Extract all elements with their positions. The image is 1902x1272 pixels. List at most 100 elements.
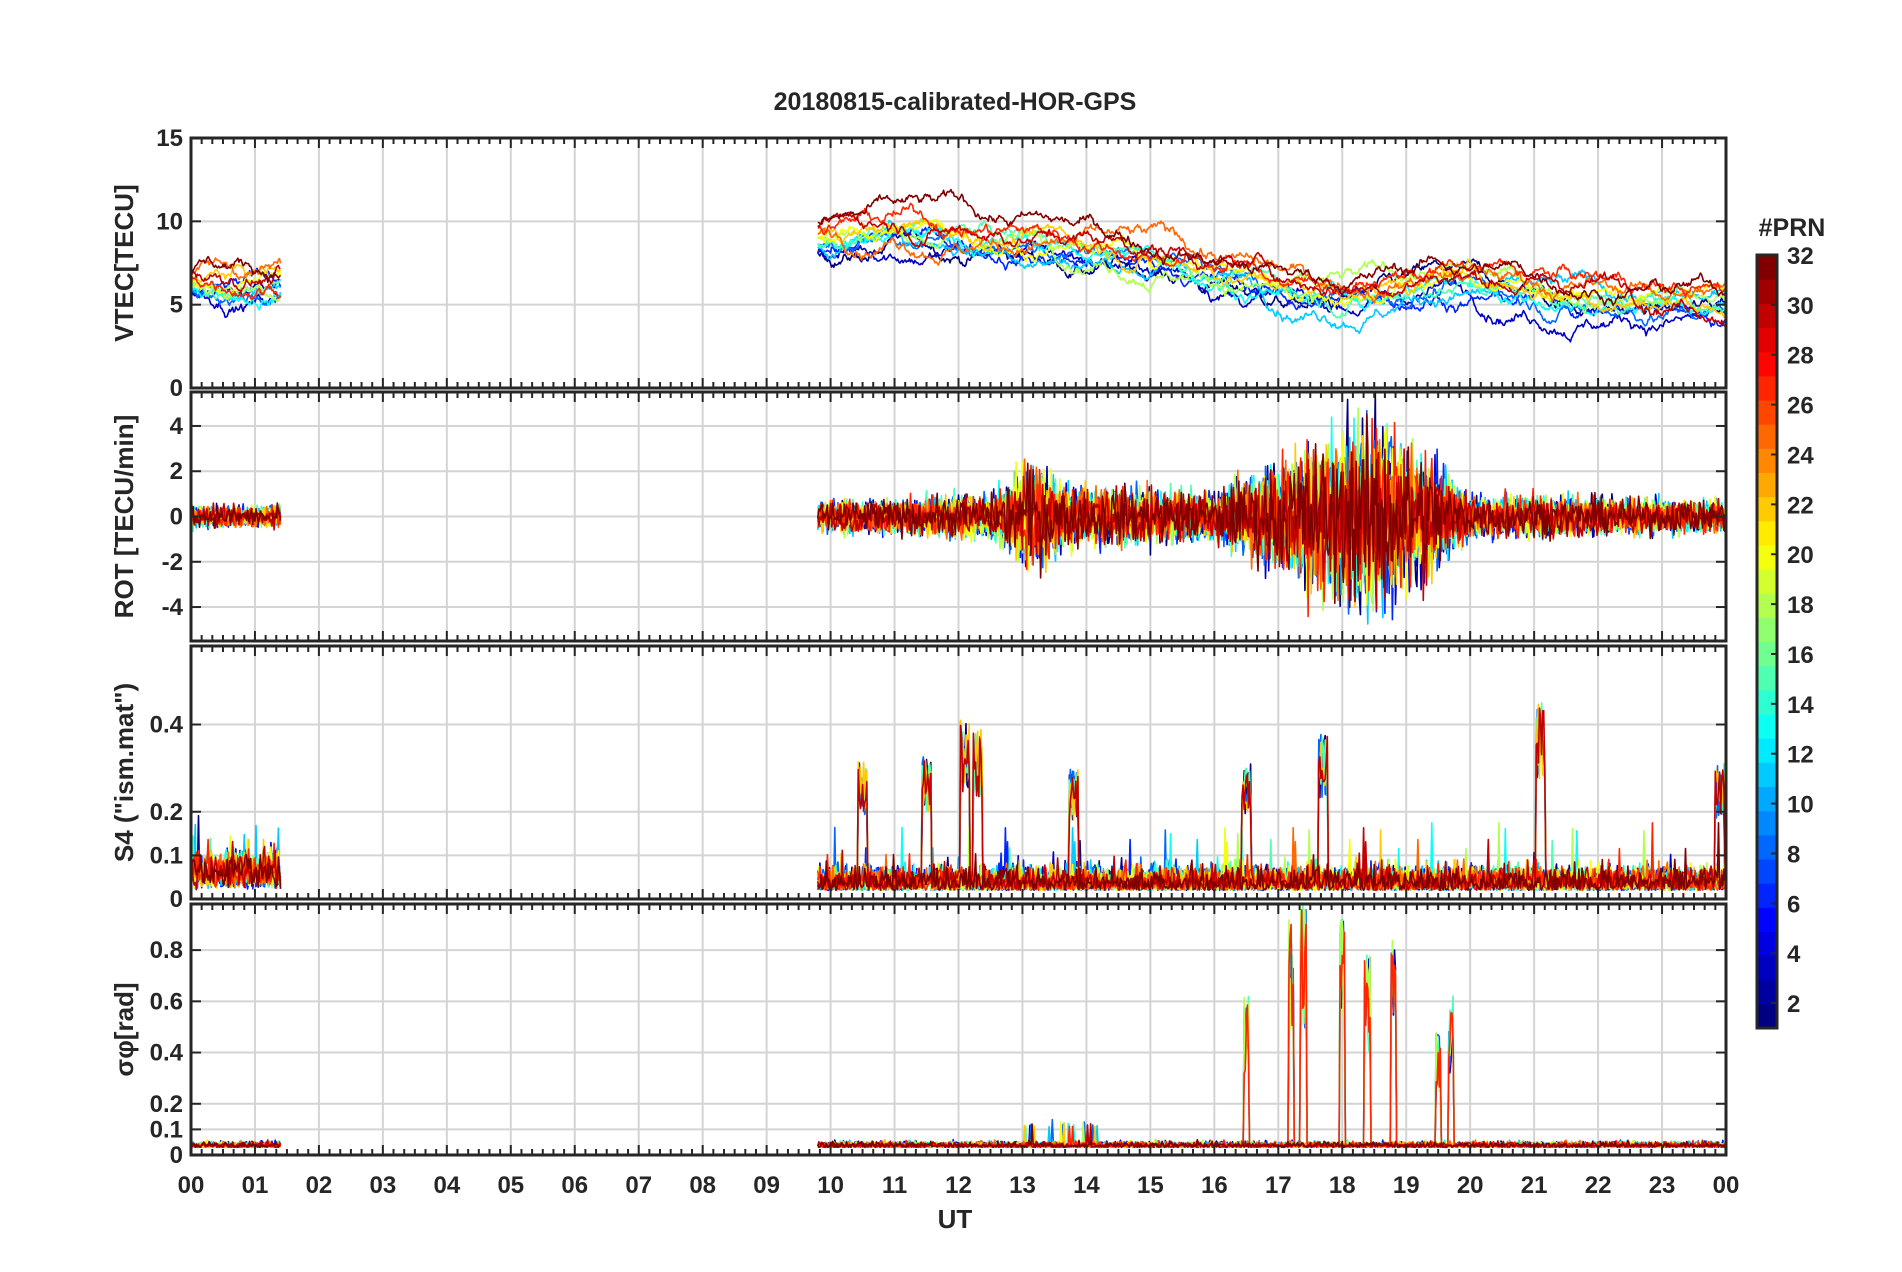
colorbar-band (1757, 907, 1777, 932)
x-tick-label: 01 (242, 1172, 269, 1199)
colorbar-band (1757, 979, 1777, 1005)
colorbar-tick-label: 10 (1787, 792, 1814, 819)
colorbar-band (1757, 713, 1777, 739)
colorbar-tick-label: 12 (1787, 742, 1814, 769)
x-tick-label: 11 (882, 1172, 907, 1199)
ticks-rot (190, 392, 1727, 641)
x-tick-label: 18 (1329, 1172, 1356, 1199)
y-tick-label: 0 (170, 504, 183, 531)
x-tick-label: 03 (370, 1172, 397, 1199)
colorbar-band (1757, 834, 1777, 860)
colorbar-band (1757, 448, 1777, 474)
series-vtec (191, 188, 1726, 343)
series-line-prn-22 (191, 219, 1726, 318)
colorbar-band (1757, 303, 1777, 329)
colorbar-band (1757, 738, 1777, 763)
colorbar-band (1757, 641, 1777, 667)
colorbar-band (1757, 569, 1777, 594)
colorbar-band (1757, 762, 1777, 788)
colorbar-tick-label: 2 (1787, 991, 1800, 1018)
y-tick-label: 0.1 (150, 842, 183, 869)
panel-sigma-phi: 00.10.2 0.4 0.6 0.8 σφ[rad] (109, 902, 1728, 1169)
series-s4 (191, 702, 1726, 892)
y-tick-label: 0 (170, 1142, 183, 1169)
series-line-prn-32 (191, 413, 1726, 608)
colorbar-tick-label: 4 (1787, 941, 1801, 968)
colorbar-band (1757, 689, 1777, 715)
y-tick-label: 0 (170, 375, 183, 402)
colorbar-band (1757, 810, 1777, 836)
y-tick-label: -4 (162, 594, 184, 621)
x-tick-label: 08 (689, 1172, 716, 1199)
colorbar-tick-label: 28 (1787, 343, 1814, 370)
colorbar-band (1757, 327, 1777, 353)
grid-s4 (191, 646, 1726, 899)
colorbar-tick-label: 22 (1787, 492, 1814, 519)
x-tick-label: 00 (178, 1172, 205, 1199)
x-tick-labels: 00 01 02 03 04 05 06 07 08 09 10 11 12 13 14 15 16 17 18 19… (178, 1172, 1740, 1199)
x-tick-label: 04 (433, 1172, 460, 1199)
y-tick-label: 5 (170, 292, 183, 319)
colorbar-band (1757, 665, 1777, 691)
colorbar-band (1757, 520, 1777, 546)
series-line-prn-32 (191, 822, 1726, 892)
colorbar-tick-label: 14 (1787, 692, 1814, 719)
colorbar-band (1757, 399, 1777, 425)
y-axis-label-s4: S4 ("ism.mat") (109, 683, 139, 862)
colorbar-tick-label: 8 (1787, 841, 1800, 868)
panel-vtec: 0 5 10 15 VTEC[TECU] (109, 125, 1728, 402)
x-tick-label: 06 (561, 1172, 588, 1199)
x-tick-label: 20 (1457, 1172, 1484, 1199)
colorbar-band (1757, 617, 1777, 643)
x-tick-label: 07 (625, 1172, 652, 1199)
colorbar-band (1757, 496, 1777, 522)
colorbar-band (1757, 858, 1777, 884)
colorbar-band (1757, 593, 1777, 618)
series-line-prn-30 (191, 211, 1726, 328)
colorbar-tick-label: 26 (1787, 393, 1814, 420)
panel-s4: 0 0.1 0.2 0.4 S4 ("ism.mat") (109, 644, 1728, 913)
y-axis-label-rot: ROT [TECU/min] (109, 415, 139, 619)
y-tick-label: 0.4 (150, 1040, 184, 1067)
x-tick-label: 15 (1137, 1172, 1164, 1199)
series-rot (191, 392, 1726, 625)
x-tick-label: 14 (1073, 1172, 1100, 1199)
x-tick-label: 23 (1649, 1172, 1676, 1199)
colorbar-tick-label: 30 (1787, 293, 1814, 320)
y-tick-label: 0 (170, 886, 183, 913)
ticks-vtec (190, 137, 1727, 389)
colorbar-frame (1755, 253, 1779, 1030)
x-tick-label: 17 (1265, 1172, 1292, 1199)
colorbar-band (1757, 955, 1777, 981)
y-tick-label: 15 (156, 125, 183, 152)
colorbar-band (1757, 1003, 1777, 1029)
ticks-sigma-phi (190, 904, 1727, 1156)
x-tick-label: 16 (1201, 1172, 1228, 1199)
y-tick-label: 4 (170, 413, 184, 440)
x-tick-label: 00 (1713, 1172, 1740, 1199)
y-tick-label: 0.2 (150, 1091, 183, 1118)
ticks-s4 (190, 646, 1727, 900)
series-line-prn-32 (191, 188, 1726, 307)
x-tick-label: 22 (1585, 1172, 1612, 1199)
colorbar-band (1757, 931, 1777, 957)
y-tick-label: 0.4 (150, 712, 184, 739)
x-tick-label: 02 (306, 1172, 333, 1199)
series-sigma-phi (191, 904, 1726, 1149)
x-tick-label: 10 (817, 1172, 844, 1199)
chart-title: 20180815-calibrated-HOR-GPS (774, 88, 1137, 116)
colorbar-band (1757, 351, 1777, 377)
colorbar-tick-label: 16 (1787, 642, 1814, 669)
colorbar-tick-label: 18 (1787, 592, 1814, 619)
colorbar-band (1757, 375, 1777, 401)
panel-rot: -4 -2 0 2 4 ROT [TECU/min] (109, 390, 1728, 643)
x-tick-label: 12 (945, 1172, 972, 1199)
colorbar-tick-label: 6 (1787, 891, 1800, 918)
colorbar-band (1757, 786, 1777, 812)
colorbar-label: #PRN (1759, 214, 1826, 242)
x-tick-label: 09 (753, 1172, 780, 1199)
x-tick-label: 05 (497, 1172, 524, 1199)
y-axis-label-vtec: VTEC[TECU] (109, 184, 139, 341)
y-tick-label: 10 (156, 208, 183, 235)
